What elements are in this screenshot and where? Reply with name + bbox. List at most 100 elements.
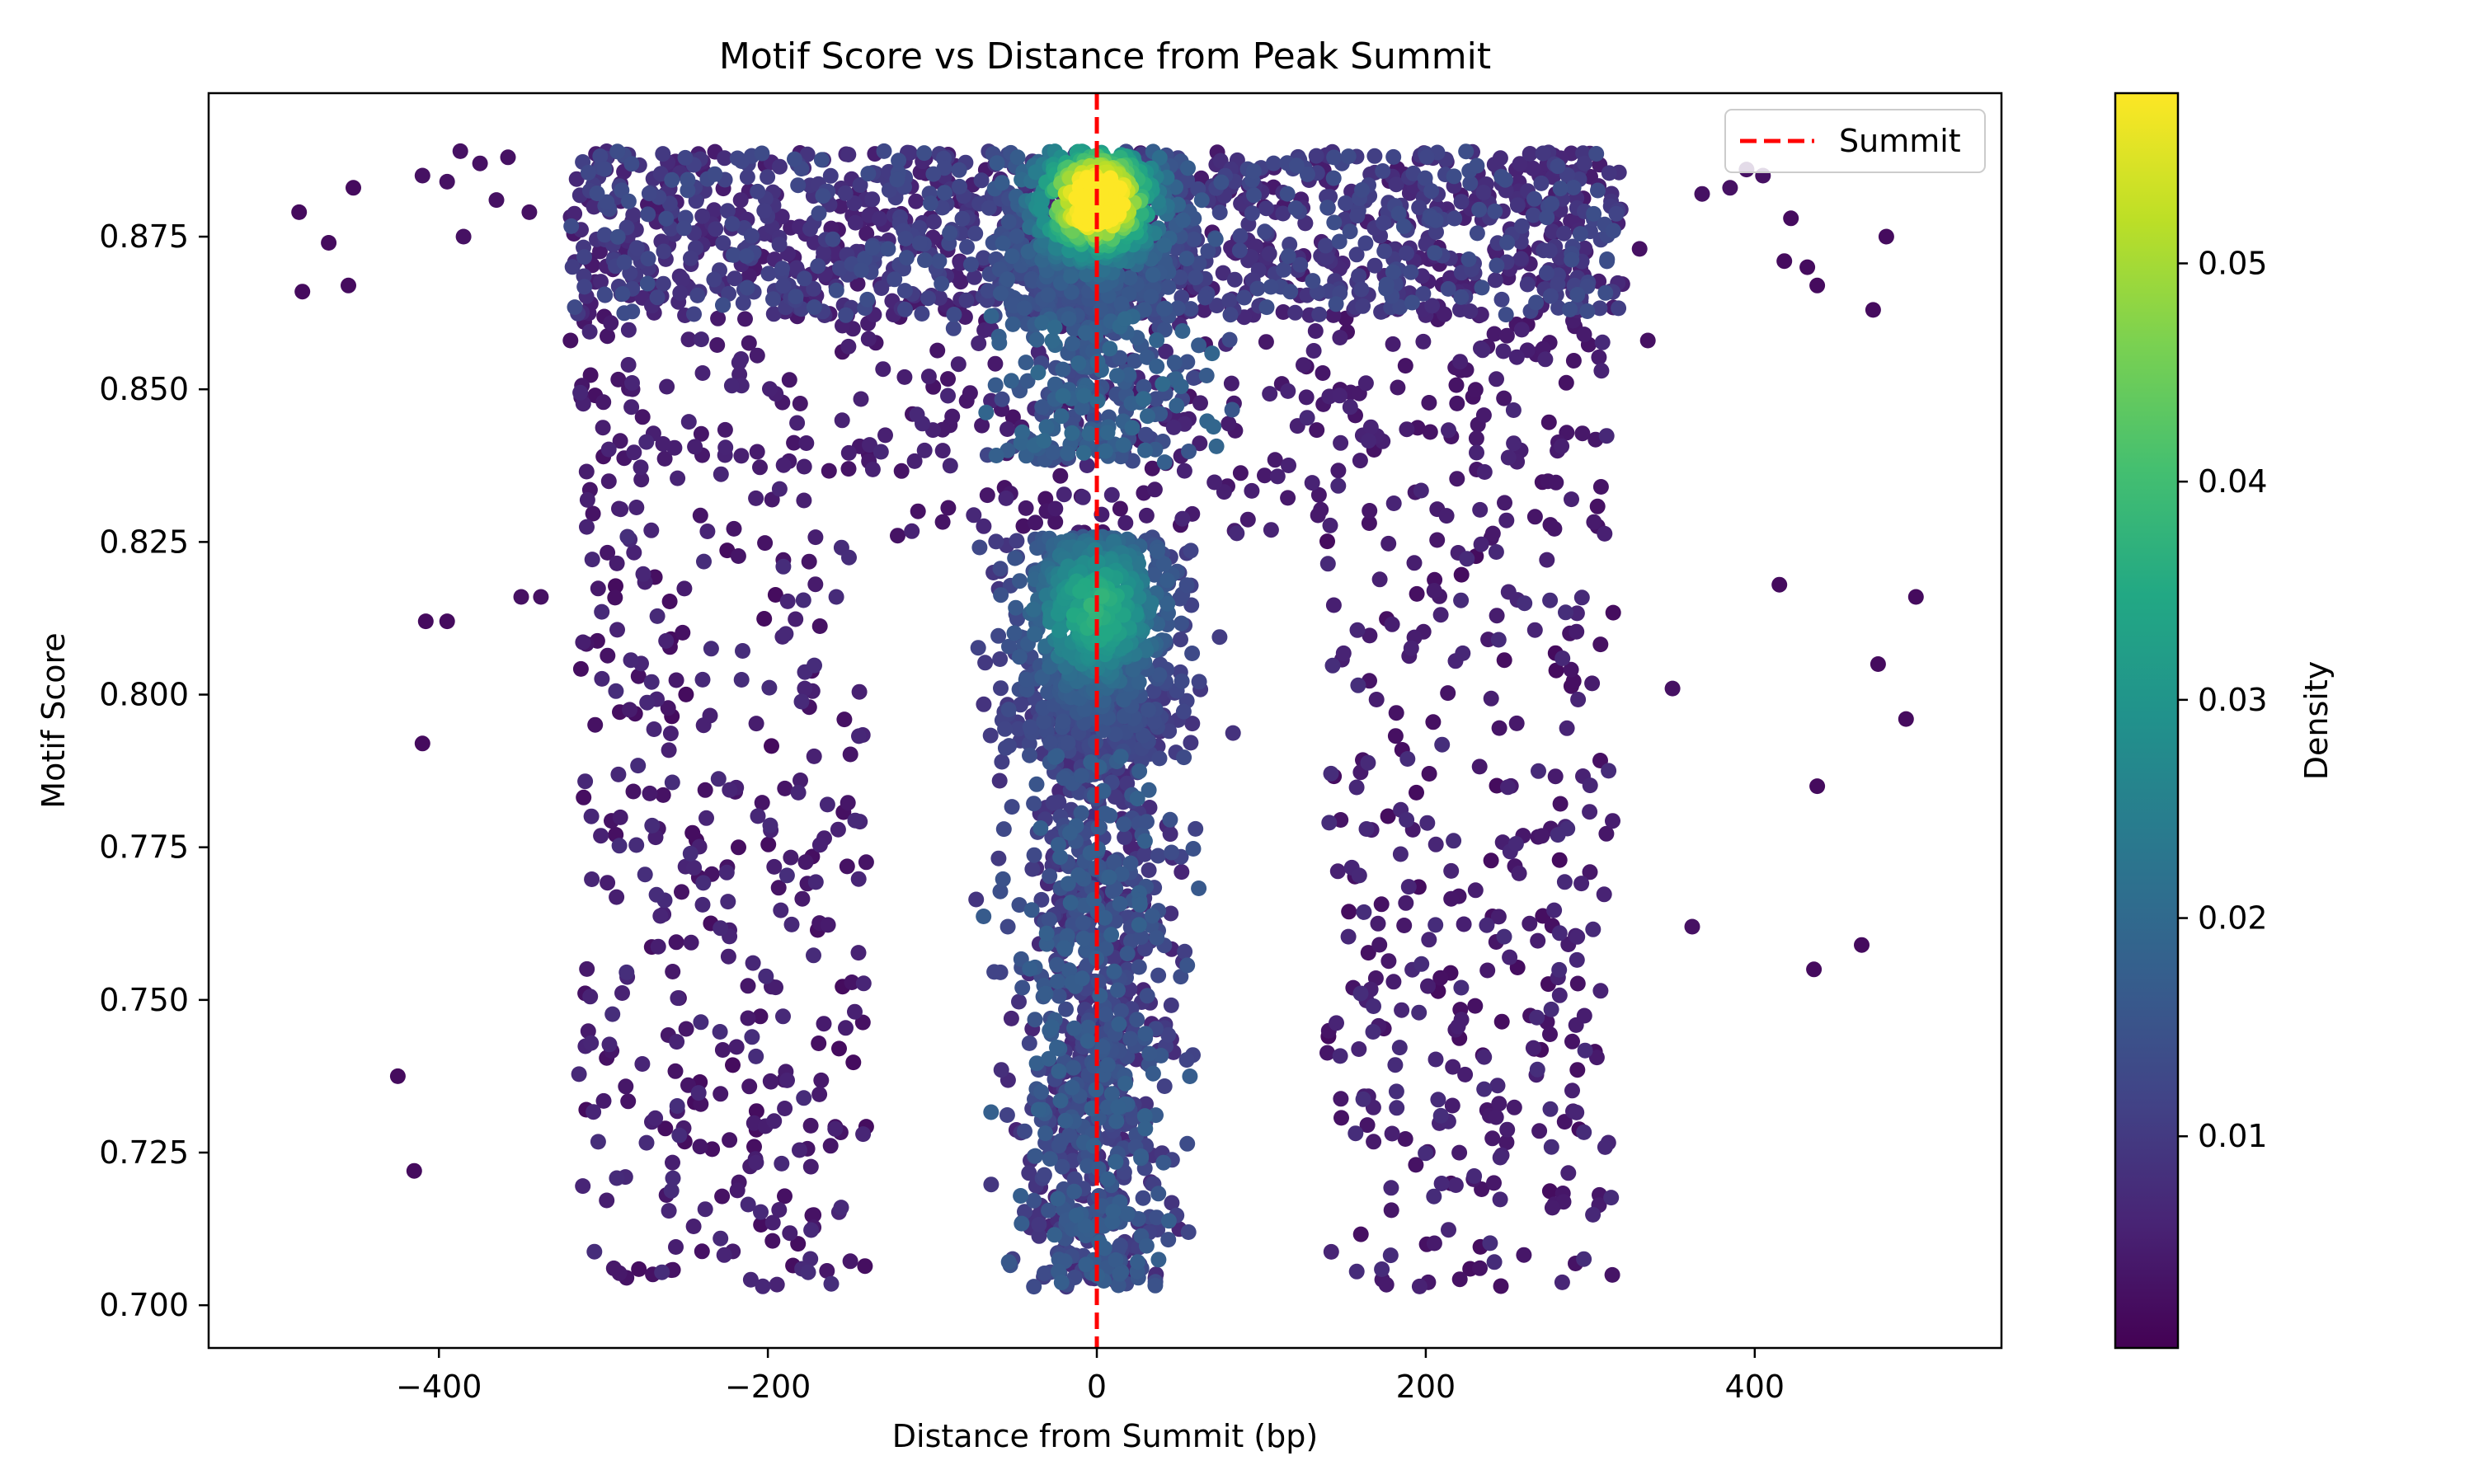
- data-point: [630, 668, 647, 684]
- data-point: [346, 180, 361, 196]
- data-point: [576, 789, 592, 805]
- data-point: [1192, 395, 1208, 411]
- data-point: [815, 188, 831, 204]
- data-point: [1551, 961, 1568, 978]
- data-point: [1282, 284, 1299, 300]
- data-point: [590, 580, 606, 597]
- data-point: [1511, 865, 1527, 881]
- data-point: [1493, 291, 1510, 308]
- data-point: [1232, 228, 1249, 244]
- data-point: [788, 289, 804, 305]
- data-point: [1222, 307, 1239, 323]
- data-point: [910, 503, 926, 519]
- data-point: [1361, 433, 1376, 449]
- data-point: [675, 271, 690, 288]
- data-point: [728, 1039, 745, 1055]
- data-point: [876, 143, 892, 159]
- data-point: [857, 1258, 873, 1275]
- data-point: [880, 241, 896, 257]
- data-point: [976, 696, 992, 712]
- data-point: [1099, 425, 1116, 441]
- data-point: [1037, 1125, 1054, 1142]
- data-point: [1292, 256, 1309, 273]
- data-point: [722, 1132, 738, 1148]
- data-point: [1324, 657, 1341, 674]
- data-point: [838, 307, 854, 323]
- data-point: [1179, 1135, 1196, 1152]
- data-point: [585, 505, 601, 522]
- data-point: [821, 463, 837, 479]
- data-point: [1427, 836, 1444, 852]
- data-point: [640, 251, 656, 267]
- data-point: [896, 369, 913, 385]
- data-point: [997, 721, 1014, 737]
- data-point: [1310, 486, 1327, 503]
- data-point: [567, 299, 583, 316]
- data-point: [575, 634, 591, 650]
- data-point: [712, 1024, 728, 1040]
- data-point: [1446, 210, 1463, 227]
- data-point: [1033, 891, 1050, 908]
- data-point: [1351, 268, 1367, 284]
- data-point: [1446, 833, 1462, 849]
- data-point: [999, 1107, 1015, 1123]
- data-point: [729, 1182, 745, 1199]
- data-point: [977, 655, 994, 671]
- data-point: [959, 239, 975, 255]
- data-point: [1188, 270, 1204, 286]
- data-point: [1554, 438, 1570, 454]
- data-point: [744, 1029, 760, 1045]
- data-point: [1150, 1186, 1167, 1202]
- data-point: [1111, 1016, 1127, 1032]
- data-point: [1019, 373, 1036, 389]
- data-point: [851, 683, 868, 700]
- data-point: [840, 461, 857, 477]
- data-point: [1163, 905, 1179, 922]
- data-point: [762, 1073, 778, 1089]
- data-point: [1573, 876, 1590, 892]
- data-point: [1185, 841, 1202, 857]
- data-point: [1473, 536, 1489, 552]
- data-point: [839, 858, 855, 875]
- data-point: [764, 1214, 781, 1231]
- data-point: [676, 580, 693, 597]
- data-point: [1476, 464, 1493, 480]
- data-point: [1490, 632, 1507, 648]
- data-point: [1544, 195, 1560, 212]
- data-point: [1418, 148, 1435, 165]
- data-point: [1371, 571, 1388, 588]
- data-point: [992, 883, 1009, 899]
- data-point: [614, 985, 630, 1001]
- data-point: [562, 332, 579, 349]
- data-point: [647, 1110, 664, 1126]
- data-point: [1486, 1254, 1503, 1270]
- data-point: [1138, 1237, 1155, 1254]
- data-point: [731, 839, 746, 856]
- data-point: [992, 561, 1009, 577]
- data-point: [1433, 1176, 1450, 1191]
- data-point: [1556, 874, 1573, 890]
- data-point: [1061, 1127, 1078, 1144]
- data-point: [922, 195, 938, 212]
- data-point: [983, 1176, 999, 1193]
- data-point: [1492, 1191, 1508, 1208]
- data-point: [1051, 1063, 1067, 1079]
- data-point: [1384, 1125, 1400, 1142]
- data-point: [596, 286, 613, 303]
- data-point: [1004, 799, 1020, 815]
- data-point: [1562, 301, 1578, 317]
- data-point: [1179, 172, 1196, 189]
- data-point: [1589, 498, 1606, 514]
- data-point: [698, 810, 714, 826]
- data-point: [745, 955, 761, 971]
- data-point: [1180, 1224, 1197, 1240]
- data-point: [968, 891, 985, 908]
- data-point: [619, 528, 636, 545]
- data-point: [1548, 474, 1564, 491]
- data-point: [1484, 525, 1501, 542]
- data-point: [1280, 248, 1296, 265]
- data-point: [1065, 1059, 1082, 1076]
- data-point: [1530, 932, 1546, 949]
- data-point: [1174, 323, 1191, 339]
- data-point: [713, 920, 729, 937]
